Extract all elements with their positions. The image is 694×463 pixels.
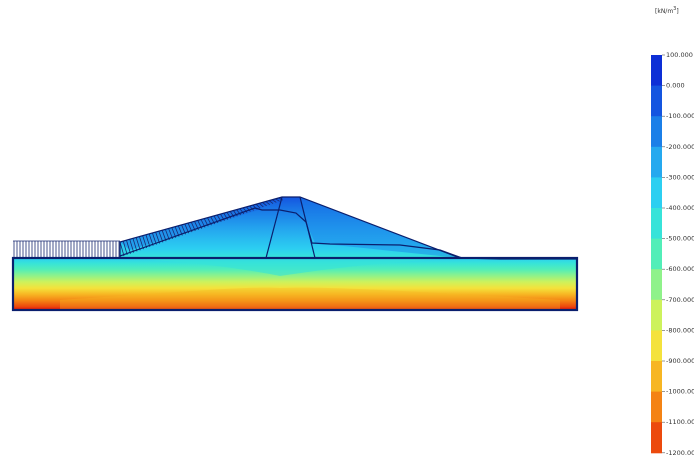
hatch-line bbox=[142, 235, 148, 249]
hatch-line bbox=[255, 203, 261, 209]
legend-swatch bbox=[651, 208, 662, 240]
legend-swatch bbox=[651, 299, 662, 331]
hatch-line bbox=[262, 202, 267, 207]
hatch-line bbox=[145, 234, 151, 248]
legend-label: 0.000 bbox=[666, 82, 685, 90]
hatch-line bbox=[135, 237, 141, 251]
hatch-line bbox=[148, 233, 154, 246]
hatch-line bbox=[239, 208, 245, 215]
hatch-line bbox=[259, 203, 264, 208]
foundation-outline bbox=[11, 256, 579, 312]
foundation-contour-bulge bbox=[120, 258, 460, 276]
foundation-deep-bulge bbox=[60, 287, 560, 310]
hatch-line bbox=[233, 210, 238, 217]
hatch-line bbox=[126, 240, 131, 254]
legend-swatch bbox=[651, 361, 662, 393]
hatch-line bbox=[246, 206, 251, 212]
hatch-line bbox=[236, 209, 241, 216]
legend-swatch bbox=[651, 269, 662, 301]
legend-label: -800.000 bbox=[666, 326, 694, 334]
hatch-line bbox=[129, 239, 135, 253]
legend-swatch bbox=[651, 422, 662, 454]
legend-swatch bbox=[651, 238, 662, 270]
legend-label: -100.000 bbox=[666, 112, 694, 120]
upstream-slope-inner bbox=[119, 207, 256, 257]
hatch-line bbox=[132, 238, 138, 252]
color-legend: 100.000 0.000 -100.000 -200.000 -300.000 -400… bbox=[651, 51, 694, 457]
legend-swatch bbox=[651, 146, 662, 178]
dam-embankment bbox=[120, 197, 460, 258]
phreatic-line bbox=[254, 207, 577, 260]
hatch-line bbox=[122, 240, 128, 255]
legend-swatch bbox=[651, 116, 662, 148]
legend-unit-label: [kN/m3] bbox=[655, 6, 679, 15]
hatch-line bbox=[242, 207, 248, 213]
legend-label: -700.000 bbox=[666, 296, 694, 304]
legend-label: -1200.000 bbox=[666, 449, 694, 457]
geometry-outlines bbox=[11, 196, 579, 312]
legend-swatch bbox=[651, 391, 662, 423]
water-pressure-hatch bbox=[13, 197, 283, 258]
legend-swatch bbox=[651, 55, 662, 87]
hatch-line bbox=[249, 205, 254, 211]
legend-label: -1100.000 bbox=[666, 418, 694, 426]
legend-label: -500.000 bbox=[666, 235, 694, 243]
legend-label: -900.000 bbox=[666, 357, 694, 365]
legend-swatch bbox=[651, 177, 662, 209]
legend-label: -400.000 bbox=[666, 204, 694, 212]
legend-label: -1000.000 bbox=[666, 388, 694, 396]
legend-label: 100.000 bbox=[666, 51, 693, 59]
legend-label: -600.000 bbox=[666, 265, 694, 273]
hatch-line bbox=[265, 201, 271, 206]
legend-swatch bbox=[651, 330, 662, 362]
legend-label: -300.000 bbox=[666, 173, 694, 181]
hatch-line bbox=[119, 241, 125, 257]
core-left-boundary bbox=[265, 196, 283, 259]
hatch-line bbox=[139, 236, 144, 250]
hatch-line bbox=[272, 199, 277, 203]
hatch-line bbox=[268, 200, 274, 204]
legend-label: -200.000 bbox=[666, 143, 694, 151]
legend-swatch bbox=[651, 85, 662, 117]
